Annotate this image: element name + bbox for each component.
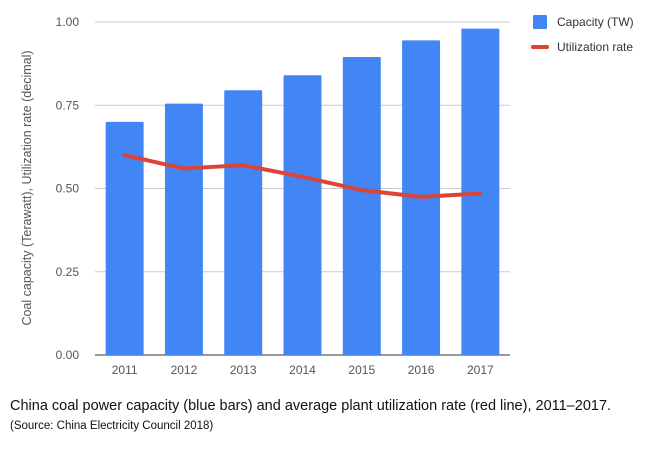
legend-swatch-capacity	[533, 15, 547, 29]
y-tick-label: 0.00	[56, 348, 80, 362]
legend: Capacity (TW) Utilization rate	[531, 15, 634, 54]
capacity-bar-2011	[105, 121, 144, 356]
x-tick-label: 2017	[467, 363, 494, 377]
utilization-line	[122, 153, 483, 199]
legend-label-capacity: Capacity (TW)	[557, 15, 634, 29]
capacity-bars	[105, 28, 500, 356]
chart: 0.000.250.500.751.00 2011 2012 2013 2014 201…	[20, 15, 634, 377]
x-tick-label: 2014	[289, 363, 316, 377]
x-tick-label: 2011	[112, 363, 138, 377]
capacity-bar-2013	[224, 90, 263, 355]
figure-caption: China coal power capacity (blue bars) an…	[10, 398, 612, 414]
figure-source: (Source: China Electricity Council 2018)	[10, 420, 214, 432]
x-tick-label: 2012	[171, 363, 198, 377]
y-axis-ticks: 0.00 0.25 0.50 0.75 1.00	[56, 15, 80, 362]
x-axis-ticks: 2011 2012 2013 2014 2015 2016 2017	[112, 363, 494, 377]
x-tick-label: 2013	[230, 363, 257, 377]
capacity-bar-2015	[342, 56, 381, 356]
y-tick-label: 0.25	[56, 265, 80, 279]
capacity-bar-2014	[283, 75, 322, 355]
y-tick-label: 0.75	[56, 98, 80, 112]
y-tick-label: 0.50	[56, 182, 80, 196]
x-tick-label: 2016	[408, 363, 435, 377]
legend-label-utilization: Utilization rate	[557, 40, 633, 54]
capacity-bar-2012	[164, 103, 203, 356]
y-tick-label: 1.00	[56, 15, 80, 29]
x-tick-label: 2015	[348, 363, 375, 377]
utilization-rate-line	[122, 153, 483, 199]
y-axis-title: Coal capacity (Terawatt), Utilization ra…	[20, 50, 34, 325]
